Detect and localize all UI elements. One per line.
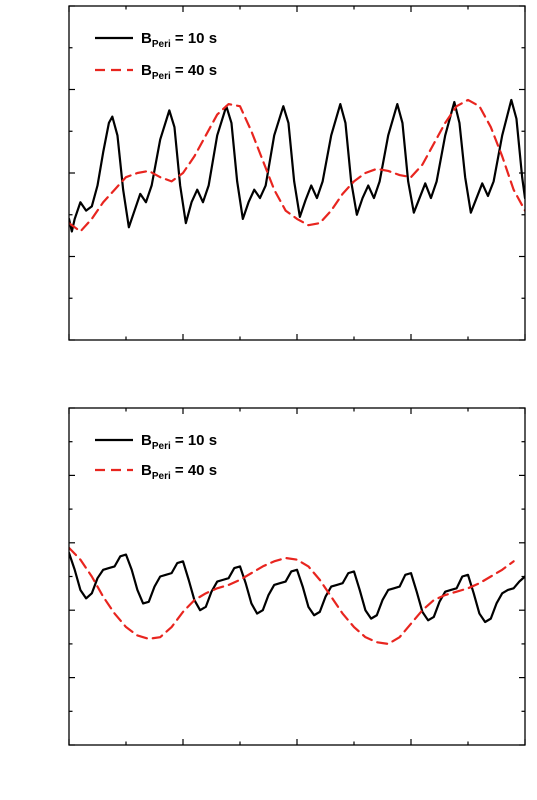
legend-label-sub: Peri — [152, 39, 171, 50]
legend-label-main: B — [141, 432, 152, 449]
series-line-10s — [69, 98, 525, 233]
legend-label: BPeri = 40 s — [141, 62, 217, 82]
legend-label-rest: = 10 s — [171, 432, 217, 449]
series-line-40s — [69, 546, 515, 646]
legend-label: BPeri = 10 s — [141, 432, 217, 452]
legend-label-main: B — [141, 30, 152, 47]
legend-label-main: B — [141, 462, 152, 479]
legend-label-sub: Peri — [152, 471, 171, 482]
legend-label: BPeri = 40 s — [141, 462, 217, 482]
legend-label-rest: = 40 s — [171, 462, 217, 479]
legend-label-rest: = 10 s — [171, 30, 217, 47]
legend-label-sub: Peri — [152, 71, 171, 82]
legend-label-main: B — [141, 62, 152, 79]
legend-label-rest: = 40 s — [171, 62, 217, 79]
series-line-40s — [69, 98, 525, 233]
legend-label-sub: Peri — [152, 441, 171, 452]
legend-label: BPeri = 10 s — [141, 30, 217, 50]
plot-frame — [68, 407, 526, 746]
series-line-10s — [69, 551, 525, 624]
